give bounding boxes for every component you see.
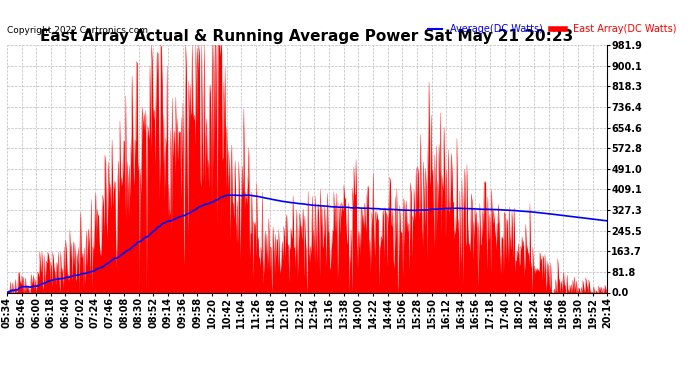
Text: Copyright 2022 Cartronics.com: Copyright 2022 Cartronics.com — [7, 26, 148, 35]
Legend: Average(DC Watts), East Array(DC Watts): Average(DC Watts), East Array(DC Watts) — [424, 20, 680, 38]
Title: East Array Actual & Running Average Power Sat May 21 20:23: East Array Actual & Running Average Powe… — [41, 29, 573, 44]
